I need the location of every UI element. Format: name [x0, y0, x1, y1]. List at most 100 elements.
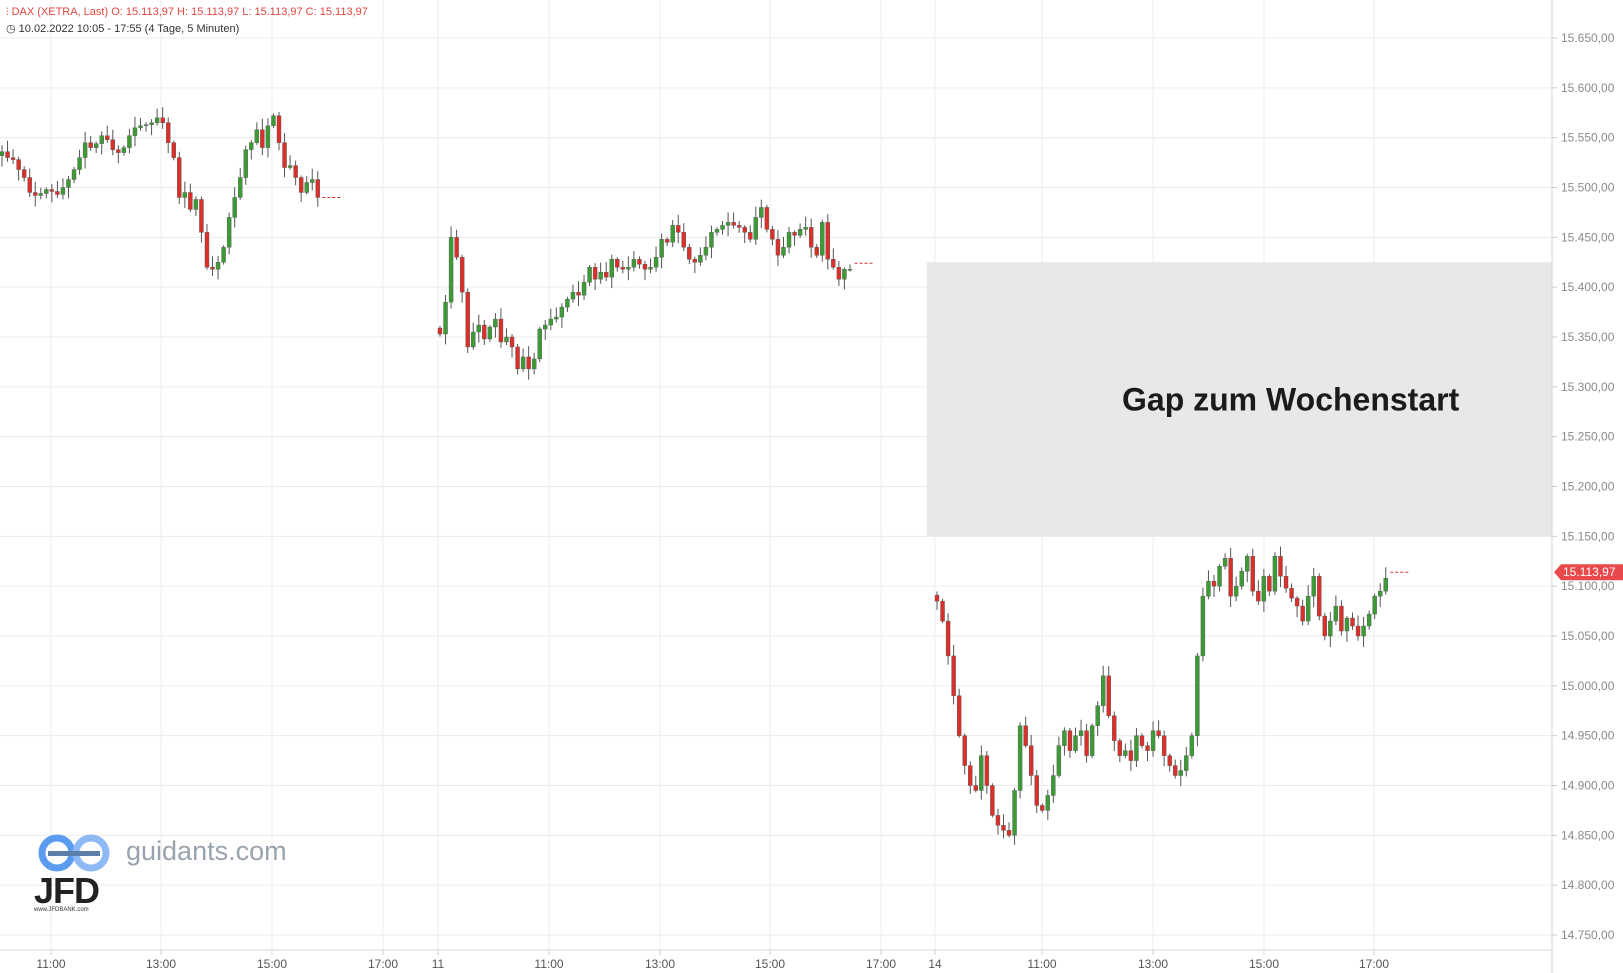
candle-body — [33, 192, 38, 196]
candle-body — [604, 272, 609, 278]
candle-body — [1294, 597, 1300, 607]
candle-body — [764, 207, 770, 230]
candle-body — [110, 139, 116, 150]
candle-body — [0, 151, 5, 156]
candle-body — [1206, 580, 1211, 597]
gap-zone — [927, 262, 1552, 537]
candle-body — [1361, 625, 1366, 637]
candle-body — [990, 785, 995, 816]
candle-body — [984, 755, 990, 786]
candle-body — [692, 259, 698, 263]
candle-body — [116, 149, 121, 153]
candle-body — [448, 237, 454, 303]
candle-body — [221, 247, 226, 263]
candle-body — [1134, 735, 1139, 761]
candle-body — [720, 225, 725, 230]
candle-body — [1139, 735, 1145, 746]
candle-body — [847, 269, 853, 271]
candle-body — [1261, 576, 1267, 602]
candle-body — [232, 197, 237, 218]
candle-body — [565, 298, 570, 308]
candle-body — [1355, 625, 1361, 637]
candle-body — [592, 267, 598, 280]
guidants-logo-text: guidants.com — [126, 836, 287, 866]
candle-body — [831, 259, 836, 268]
candle-body — [1189, 735, 1195, 756]
y-axis: 15.650,00 15.600,00 15.550,00 15.500,00 15.4… — [1552, 31, 1615, 942]
candle-body — [559, 306, 565, 318]
range-header: ◷ 10.02.2022 10:05 - 17:55 (4 Tage, 5 Mi… — [6, 23, 240, 35]
candle-body — [226, 217, 232, 248]
candle-body — [160, 117, 165, 123]
candle-body — [171, 142, 176, 158]
candle-body — [260, 129, 265, 148]
candle-body — [1200, 595, 1206, 657]
candle-body — [709, 232, 714, 248]
candle-body — [951, 655, 956, 697]
candle-body — [1150, 730, 1156, 751]
chart-type-icon: ⫶ — [6, 7, 9, 18]
candle-body — [587, 267, 592, 283]
candle-body — [482, 324, 487, 340]
candle-body — [979, 755, 984, 791]
candle-body — [1245, 556, 1250, 572]
candle-body — [653, 257, 659, 268]
y-tick-label: 14.800,00 — [1561, 878, 1615, 892]
candle-body — [493, 318, 498, 328]
candle-body — [498, 318, 504, 343]
candle-body — [1184, 755, 1189, 771]
candle-body — [626, 267, 631, 270]
candle-body — [520, 356, 526, 370]
candle-body — [1344, 617, 1350, 632]
candle-body — [659, 239, 664, 258]
candle-body — [210, 267, 215, 270]
candle-body — [476, 324, 481, 333]
candle-body — [1383, 577, 1388, 592]
candle-body — [995, 815, 1001, 826]
candle-body — [836, 267, 842, 280]
candle-body — [310, 179, 315, 183]
candle-body — [238, 177, 243, 198]
candle-body — [276, 115, 282, 143]
candle-body — [792, 232, 797, 236]
candle-body — [454, 237, 459, 258]
candle-body — [615, 259, 620, 268]
candle-body — [548, 318, 553, 326]
candle-body — [781, 247, 786, 256]
candle-body — [16, 159, 21, 170]
gap-annotation: Gap zum Wochenstart — [1122, 381, 1460, 417]
x-axis: 11:00 13:00 15:00 17:00 11 11:00 13:00 15:00 17:… — [0, 949, 1552, 971]
candle-body — [443, 301, 448, 335]
candle-body — [143, 124, 149, 126]
x-tick-label: 13:00 — [146, 957, 176, 971]
clock-icon: ◷ — [6, 23, 16, 35]
candle-body — [177, 157, 182, 198]
grid-lines — [0, 0, 1552, 950]
candle-body — [973, 785, 978, 791]
candle-body — [1217, 566, 1222, 587]
candle-body — [1350, 617, 1355, 627]
candle-body — [576, 291, 581, 296]
candle-body — [759, 207, 764, 218]
candle-body — [1156, 730, 1161, 736]
y-tick-label: 14.750,00 — [1561, 928, 1615, 942]
candle-body — [808, 227, 814, 248]
y-tick-label: 15.150,00 — [1561, 529, 1615, 543]
candle-body — [1112, 715, 1117, 741]
candle-body — [1073, 735, 1078, 751]
candle-body — [1023, 725, 1028, 746]
candle-body — [10, 157, 16, 160]
x-tick-label: 15:00 — [257, 957, 287, 971]
y-tick-label: 15.250,00 — [1561, 430, 1615, 444]
candle-body — [543, 324, 548, 330]
candle-body — [1195, 655, 1200, 736]
candle-body — [1045, 795, 1051, 811]
candle-body — [1300, 605, 1305, 622]
last-price-marker: 15.113,97 — [1554, 564, 1623, 581]
candle-body — [1006, 830, 1012, 836]
candle-body — [1239, 571, 1244, 587]
candle-body — [293, 165, 298, 178]
candle-body — [1028, 745, 1034, 776]
candles — [0, 107, 1411, 845]
